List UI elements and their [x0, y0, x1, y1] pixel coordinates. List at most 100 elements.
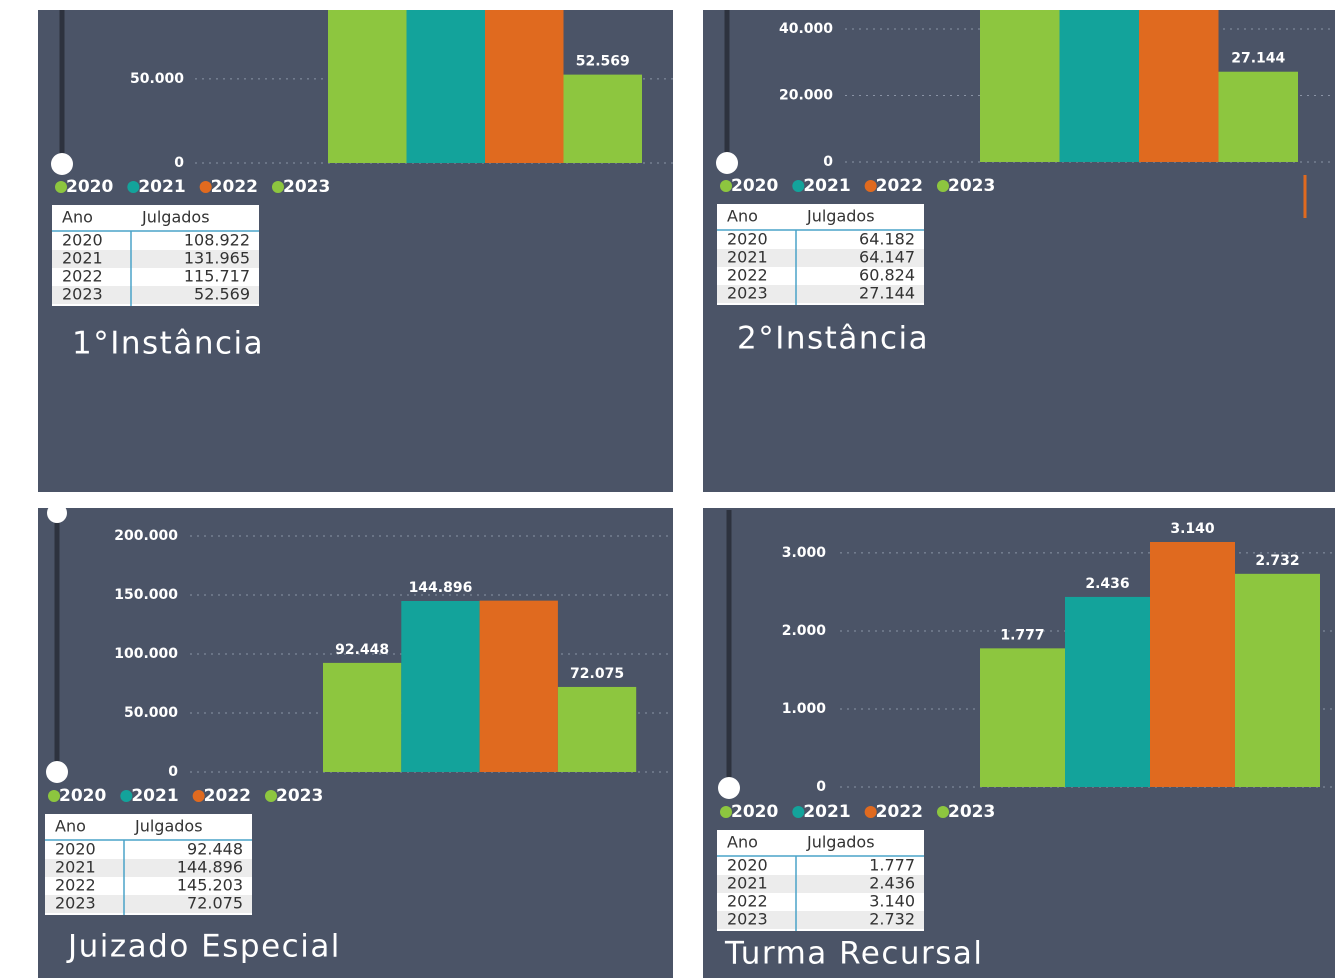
table-row-bg: [45, 895, 252, 913]
legend-label: 2021: [138, 177, 185, 197]
y-tick-label: 3.000: [782, 545, 827, 561]
legend-marker: [55, 181, 67, 193]
table-cell: 2020: [55, 840, 96, 859]
table-cell: 27.144: [859, 284, 915, 303]
y-tick-label: 0: [823, 154, 833, 170]
slider-knob[interactable]: [51, 153, 73, 175]
table-cell: 115.717: [184, 267, 250, 286]
value-label: 2.732: [1255, 553, 1299, 569]
legend-marker: [864, 180, 877, 192]
bar: [1218, 71, 1298, 162]
bar: [323, 662, 402, 772]
table-cell: 145.203: [177, 876, 243, 895]
legend-label: 2023: [283, 177, 330, 197]
table-cell: 3.140: [869, 892, 915, 911]
slider-knob[interactable]: [46, 761, 68, 783]
table-header: Julgados: [806, 833, 875, 852]
table-row-bg: [717, 911, 924, 929]
legend-marker: [48, 790, 60, 802]
table-row-bg: [717, 285, 924, 303]
table-header: Julgados: [806, 207, 875, 226]
table-header: Ano: [62, 208, 93, 227]
legend-label: 2023: [276, 786, 323, 806]
legend-marker: [127, 181, 140, 193]
bar: [1150, 541, 1235, 787]
value-label: 72.075: [570, 666, 624, 682]
table-cell: 2.732: [869, 910, 915, 929]
table-cell: 2021: [727, 874, 768, 893]
bar: [1059, 10, 1139, 163]
table-header: Julgados: [141, 208, 210, 227]
y-tick-label: 0: [174, 155, 184, 171]
table-cell: 64.147: [859, 248, 915, 267]
table-cell: 92.448: [187, 840, 243, 859]
legend-marker: [936, 806, 949, 818]
bar: [557, 686, 637, 772]
chart: 0 50.000 100.000 150.000 200.000 92.448 144.89…: [114, 528, 673, 780]
legend-label: 2022: [876, 176, 923, 196]
table-cell: 108.922: [184, 231, 250, 250]
legend-marker: [271, 181, 284, 193]
y-tick-label: 40.000: [779, 21, 833, 37]
legend-label: 2022: [204, 786, 251, 806]
table-header: Ano: [55, 817, 86, 836]
value-label: 52.569: [576, 54, 630, 70]
value-label: 1.777: [1000, 627, 1044, 643]
chart-title: 1°Instância: [72, 326, 264, 362]
slider-knob[interactable]: [716, 152, 738, 174]
table-cell: 131.965: [184, 249, 250, 268]
table-cell: 1.777: [869, 856, 915, 875]
chart: 0 50.000 52.569: [130, 10, 673, 171]
slider-knob[interactable]: [718, 777, 740, 799]
table-cell: 2020: [727, 230, 768, 249]
table-cell: 72.075: [187, 894, 243, 913]
bar: [479, 600, 558, 772]
table-cell: 2023: [55, 894, 96, 913]
legend-label: 2023: [948, 176, 995, 196]
legend-label: 2022: [876, 802, 923, 822]
table-cell: 2.436: [869, 874, 915, 893]
legend-label: 2020: [66, 177, 113, 197]
bar: [980, 648, 1065, 787]
legend-marker: [120, 790, 133, 802]
bar: [401, 601, 480, 772]
y-tick-label: 2.000: [782, 623, 827, 639]
table-cell: 2023: [727, 910, 768, 929]
table-cell: 60.824: [859, 266, 915, 285]
value-label: 3.140: [1170, 521, 1215, 537]
value-label: 92.448: [335, 642, 389, 658]
legend-label: 2021: [131, 786, 178, 806]
bar: [563, 74, 642, 163]
bar: [485, 10, 564, 164]
table-cell: 2021: [727, 248, 768, 267]
table-cell: 2022: [727, 266, 768, 285]
legend-label: 2023: [948, 802, 995, 822]
table-cell: 2020: [727, 856, 768, 875]
y-tick-label: 0: [816, 779, 826, 795]
y-tick-label: 50.000: [124, 705, 178, 721]
slider-knob[interactable]: [47, 503, 67, 523]
y-tick-label: 0: [168, 764, 178, 780]
table-cell: 2022: [62, 267, 103, 286]
legend-marker: [792, 180, 805, 192]
value-label: 2.436: [1085, 576, 1129, 592]
legend-marker: [720, 806, 732, 818]
table-cell: 2021: [55, 858, 96, 877]
table-cell: 64.182: [859, 230, 915, 249]
table-cell: 2020: [62, 231, 103, 250]
legend-label: 2020: [731, 176, 778, 196]
chart: 0 20.000 40.000 27.144: [779, 10, 1335, 170]
legend-marker: [264, 790, 277, 802]
legend-label: 2020: [731, 802, 778, 822]
table-row-bg: [52, 250, 259, 268]
bar: [406, 10, 485, 163]
bar: [980, 10, 1060, 163]
bar: [1235, 573, 1320, 787]
table-cell: 52.569: [194, 285, 250, 304]
table-cell: 2022: [727, 892, 768, 911]
legend-label: 2020: [59, 786, 106, 806]
legend-marker: [199, 181, 212, 193]
table-cell: 2021: [62, 249, 103, 268]
table-cell: 2022: [55, 876, 96, 895]
